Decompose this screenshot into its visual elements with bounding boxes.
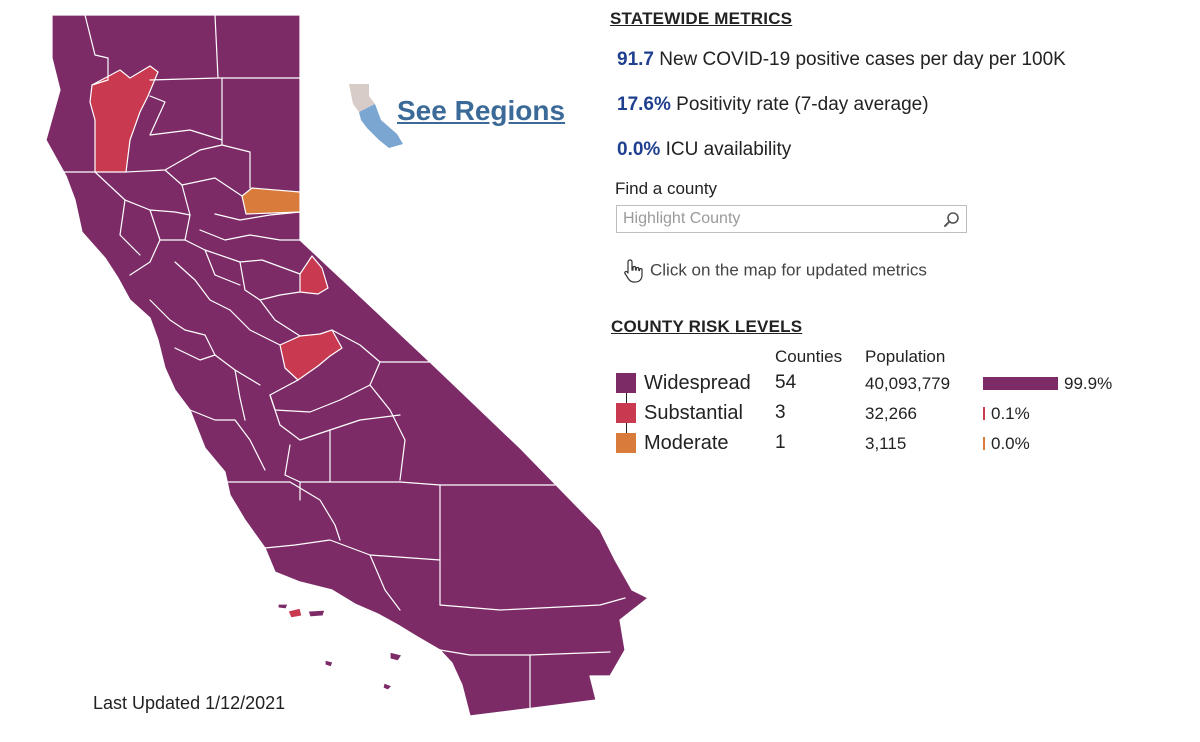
col-counties: Counties [775,347,843,366]
channel-islands [277,603,403,691]
pct-substantial: 0.1% [991,404,1030,423]
legend-swatch-widespread[interactable] [616,373,636,393]
map-hint: Click on the map for updated metrics [622,258,927,284]
risk-heading: COUNTY RISK LEVELS [611,317,803,336]
metric-icu-value: 0.0% [617,139,661,160]
population-widespread: 40,093,779 [865,374,951,393]
legend-swatch-moderate[interactable] [616,433,636,453]
pct-widespread: 99.9% [1064,374,1113,393]
map-hint-text: Click on the map for updated metrics [650,260,927,280]
bar-moderate [983,437,985,450]
see-regions-label[interactable]: See Regions [397,95,566,126]
state-base[interactable] [45,14,649,717]
legend-connector [626,393,627,403]
metric-icu-label: ICU availability [665,139,792,160]
bar-widespread [983,377,1058,390]
count-widespread: 54 [775,372,797,393]
county-substantial-north[interactable] [89,65,159,173]
population-moderate: 3,115 [865,434,907,453]
county-moderate[interactable] [241,187,301,215]
metric-positivity-label: Positivity rate (7-day average) [676,94,929,115]
magnifier-icon[interactable] [943,211,960,228]
metric-cases-value: 91.7 [617,49,654,70]
count-substantial: 3 [775,402,786,423]
bar-substantial [983,407,985,420]
county-borders [59,14,626,713]
metric-cases: 91.7 New COVID-19 positive cases per day… [617,49,1066,71]
last-updated: Last Updated 1/12/2021 [93,693,286,713]
population-substantial: 32,266 [865,404,917,423]
find-county-label: Find a county [615,179,718,198]
pct-moderate: 0.0% [991,434,1030,453]
count-moderate: 1 [775,432,786,453]
county-substantial-central[interactable] [279,329,343,381]
california-county-map[interactable] [0,0,700,742]
pointer-hand-icon [624,259,643,283]
california-regions-icon [349,84,403,148]
legend-swatch-substantial[interactable] [616,403,636,423]
legend-label-widespread[interactable]: Widespread [644,372,751,394]
legend-connector [626,423,627,433]
county-search-box[interactable] [616,205,967,233]
statewide-heading: STATEWIDE METRICS [610,9,793,28]
see-regions-link[interactable]: See Regions [345,82,575,152]
metric-positivity: 17.6% Positivity rate (7-day average) [617,94,929,116]
county-search-input[interactable] [617,206,939,232]
metric-positivity-value: 17.6% [617,94,671,115]
metric-cases-label: New COVID-19 positive cases per day per … [659,49,1066,70]
col-population: Population [865,347,946,366]
legend-label-moderate[interactable]: Moderate [644,432,729,454]
legend-label-substantial[interactable]: Substantial [644,402,743,424]
metric-icu: 0.0% ICU availability [617,139,791,161]
